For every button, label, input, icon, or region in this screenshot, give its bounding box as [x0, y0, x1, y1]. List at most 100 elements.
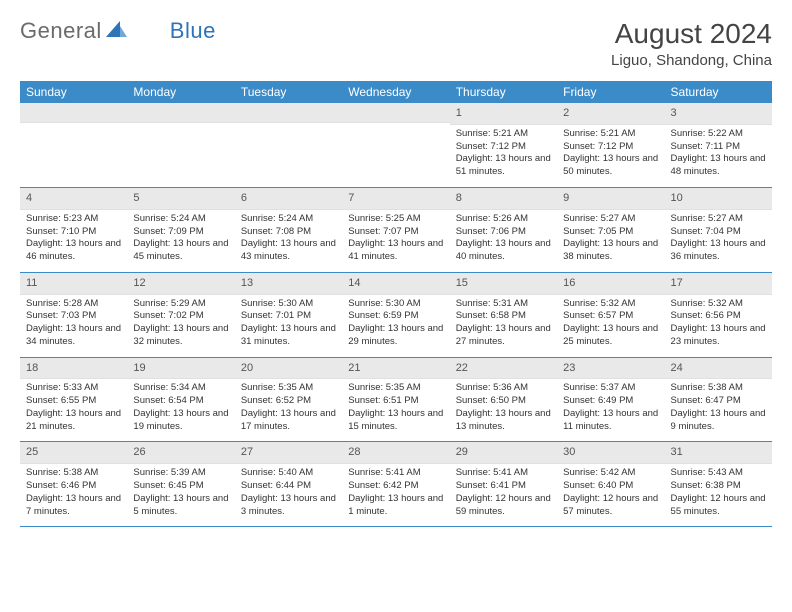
calendar-cell: 11Sunrise: 5:28 AMSunset: 7:03 PMDayligh… — [20, 272, 127, 357]
daylight-line: Daylight: 13 hours and 19 minutes. — [133, 408, 228, 434]
day-content: Sunrise: 5:41 AMSunset: 6:41 PMDaylight:… — [450, 464, 557, 526]
sunrise-line: Sunrise: 5:36 AM — [456, 382, 551, 395]
day-number: 13 — [235, 273, 342, 295]
sunrise-line: Sunrise: 5:34 AM — [133, 382, 228, 395]
sunset-line: Sunset: 7:12 PM — [563, 141, 658, 154]
sunset-line: Sunset: 6:40 PM — [563, 480, 658, 493]
day-content: Sunrise: 5:26 AMSunset: 7:06 PMDaylight:… — [450, 210, 557, 272]
daylight-line: Daylight: 13 hours and 38 minutes. — [563, 238, 658, 264]
calendar-cell: 2 Sunrise: 5:21 AMSunset: 7:12 PMDaylight… — [557, 103, 664, 187]
day-content-empty — [235, 123, 342, 185]
day-number: 12 — [127, 273, 234, 295]
sunset-line: Sunset: 6:47 PM — [671, 395, 766, 408]
day-content: Sunrise: 5:33 AMSunset: 6:55 PMDaylight:… — [20, 379, 127, 441]
day-number: 1 — [450, 103, 557, 125]
sunset-line: Sunset: 6:58 PM — [456, 310, 551, 323]
calendar-cell: 17Sunrise: 5:32 AMSunset: 6:56 PMDayligh… — [665, 272, 772, 357]
weekday-header: Friday — [557, 81, 664, 103]
daylight-line: Daylight: 13 hours and 23 minutes. — [671, 323, 766, 349]
day-content: Sunrise: 5:31 AMSunset: 6:58 PMDaylight:… — [450, 295, 557, 357]
sunrise-line: Sunrise: 5:24 AM — [133, 213, 228, 226]
weekday-header: Wednesday — [342, 81, 449, 103]
weekday-header: Sunday — [20, 81, 127, 103]
day-number: 30 — [557, 442, 664, 464]
logo-triangle-icon — [106, 20, 128, 43]
day-number: 27 — [235, 442, 342, 464]
calendar-cell: 8Sunrise: 5:26 AMSunset: 7:06 PMDaylight… — [450, 187, 557, 272]
daylight-line: Daylight: 13 hours and 5 minutes. — [133, 493, 228, 519]
daylight-line: Daylight: 13 hours and 3 minutes. — [241, 493, 336, 519]
sunrise-line: Sunrise: 5:29 AM — [133, 298, 228, 311]
calendar-cell: 9Sunrise: 5:27 AMSunset: 7:05 PMDaylight… — [557, 187, 664, 272]
day-content: Sunrise: 5:30 AMSunset: 6:59 PMDaylight:… — [342, 295, 449, 357]
title-block: August 2024 Liguo, Shandong, China — [611, 18, 772, 69]
sunset-line: Sunset: 6:54 PM — [133, 395, 228, 408]
day-number: 6 — [235, 188, 342, 210]
day-number: 11 — [20, 273, 127, 295]
daylight-line: Daylight: 12 hours and 57 minutes. — [563, 493, 658, 519]
day-number: 10 — [665, 188, 772, 210]
month-title: August 2024 — [611, 18, 772, 50]
logo: General Blue — [20, 18, 216, 44]
day-number: 5 — [127, 188, 234, 210]
weekday-header: Thursday — [450, 81, 557, 103]
day-content: Sunrise: 5:38 AMSunset: 6:46 PMDaylight:… — [20, 464, 127, 526]
sunrise-line: Sunrise: 5:40 AM — [241, 467, 336, 480]
day-number: 17 — [665, 273, 772, 295]
calendar-row: 25Sunrise: 5:38 AMSunset: 6:46 PMDayligh… — [20, 442, 772, 527]
calendar-cell: 24Sunrise: 5:38 AMSunset: 6:47 PMDayligh… — [665, 357, 772, 442]
daylight-line: Daylight: 13 hours and 25 minutes. — [563, 323, 658, 349]
sunset-line: Sunset: 7:09 PM — [133, 226, 228, 239]
daylight-line: Daylight: 13 hours and 50 minutes. — [563, 153, 658, 179]
day-number: 31 — [665, 442, 772, 464]
day-number: 29 — [450, 442, 557, 464]
day-content: Sunrise: 5:22 AMSunset: 7:11 PMDaylight:… — [665, 125, 772, 187]
sunset-line: Sunset: 7:03 PM — [26, 310, 121, 323]
sunrise-line: Sunrise: 5:24 AM — [241, 213, 336, 226]
sunset-line: Sunset: 6:57 PM — [563, 310, 658, 323]
day-content: Sunrise: 5:39 AMSunset: 6:45 PMDaylight:… — [127, 464, 234, 526]
day-number: 20 — [235, 358, 342, 380]
daylight-line: Daylight: 13 hours and 15 minutes. — [348, 408, 443, 434]
calendar-cell: 4Sunrise: 5:23 AMSunset: 7:10 PMDaylight… — [20, 187, 127, 272]
sunrise-line: Sunrise: 5:41 AM — [348, 467, 443, 480]
sunrise-line: Sunrise: 5:30 AM — [348, 298, 443, 311]
daylight-line: Daylight: 13 hours and 21 minutes. — [26, 408, 121, 434]
calendar-row: 1Sunrise: 5:21 AMSunset: 7:12 PMDaylight… — [20, 103, 772, 187]
sunset-line: Sunset: 6:45 PM — [133, 480, 228, 493]
sunset-line: Sunset: 6:51 PM — [348, 395, 443, 408]
sunset-line: Sunset: 6:38 PM — [671, 480, 766, 493]
calendar-cell — [127, 103, 234, 187]
day-number: 22 — [450, 358, 557, 380]
sunrise-line: Sunrise: 5:27 AM — [563, 213, 658, 226]
day-content: Sunrise: 5:23 AMSunset: 7:10 PMDaylight:… — [20, 210, 127, 272]
day-content: Sunrise: 5:41 AMSunset: 6:42 PMDaylight:… — [342, 464, 449, 526]
daylight-line: Daylight: 13 hours and 32 minutes. — [133, 323, 228, 349]
daylight-line: Daylight: 13 hours and 48 minutes. — [671, 153, 766, 179]
sunrise-line: Sunrise: 5:21 AM — [563, 128, 658, 141]
calendar-cell: 1Sunrise: 5:21 AMSunset: 7:12 PMDaylight… — [450, 103, 557, 187]
day-number-empty — [235, 103, 342, 123]
daylight-line: Daylight: 13 hours and 40 minutes. — [456, 238, 551, 264]
calendar-cell — [235, 103, 342, 187]
calendar-row: 4Sunrise: 5:23 AMSunset: 7:10 PMDaylight… — [20, 187, 772, 272]
sunrise-line: Sunrise: 5:37 AM — [563, 382, 658, 395]
day-content: Sunrise: 5:42 AMSunset: 6:40 PMDaylight:… — [557, 464, 664, 526]
sunset-line: Sunset: 6:59 PM — [348, 310, 443, 323]
sunrise-line: Sunrise: 5:30 AM — [241, 298, 336, 311]
sunset-line: Sunset: 7:07 PM — [348, 226, 443, 239]
day-number: 8 — [450, 188, 557, 210]
day-number: 2 — [557, 103, 664, 125]
sunrise-line: Sunrise: 5:43 AM — [671, 467, 766, 480]
calendar-cell: 16Sunrise: 5:32 AMSunset: 6:57 PMDayligh… — [557, 272, 664, 357]
day-number-empty — [342, 103, 449, 123]
day-content: Sunrise: 5:28 AMSunset: 7:03 PMDaylight:… — [20, 295, 127, 357]
daylight-line: Daylight: 13 hours and 17 minutes. — [241, 408, 336, 434]
calendar-cell: 21Sunrise: 5:35 AMSunset: 6:51 PMDayligh… — [342, 357, 449, 442]
calendar-cell: 19Sunrise: 5:34 AMSunset: 6:54 PMDayligh… — [127, 357, 234, 442]
calendar-table: Sunday Monday Tuesday Wednesday Thursday… — [20, 81, 772, 527]
daylight-line: Daylight: 13 hours and 41 minutes. — [348, 238, 443, 264]
sunrise-line: Sunrise: 5:28 AM — [26, 298, 121, 311]
calendar-cell: 15Sunrise: 5:31 AMSunset: 6:58 PMDayligh… — [450, 272, 557, 357]
day-content-empty — [20, 123, 127, 185]
